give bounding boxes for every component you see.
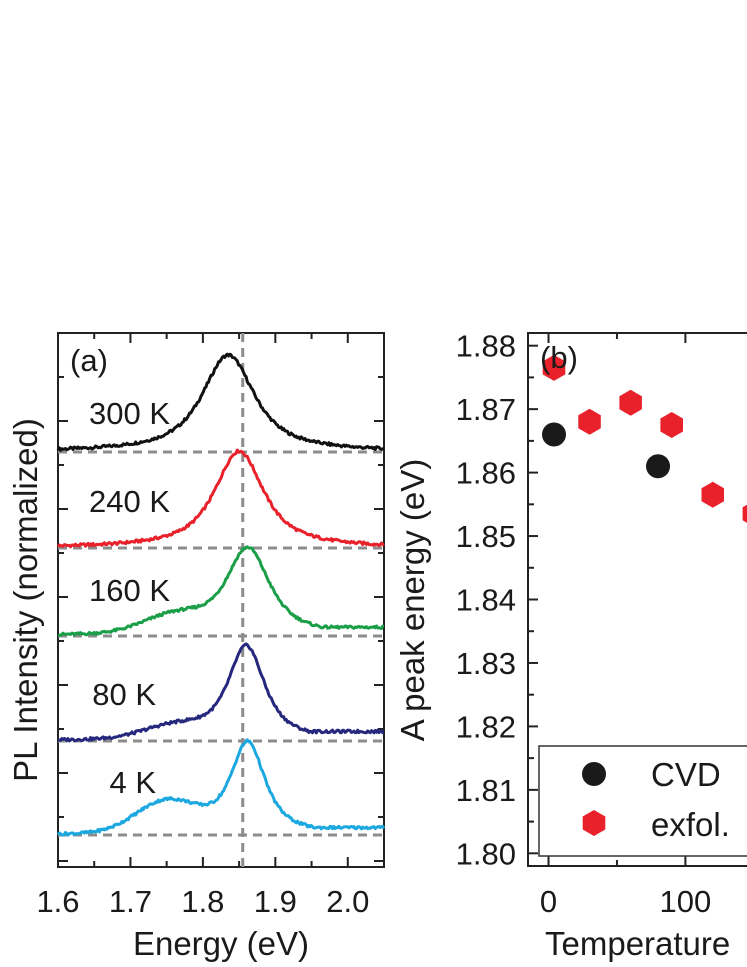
cvd-point [646,454,671,479]
spectrum-line [56,738,386,837]
exfol-point [578,408,601,435]
legend-cvd-label: CVD [651,756,721,793]
panel-a-x-tick-label: 1.8 [181,884,224,919]
panel-a-label: (a) [70,343,108,378]
panel-b-legend: CVD exfol. [538,745,747,857]
temperature-label: 300 K [89,396,170,431]
exfol-point [542,354,566,381]
panel-b-x-tick-label: 100 [660,884,712,919]
exfol-point [742,504,747,523]
panel-b-y-tick-label: 1.80 [456,836,516,871]
legend-cvd-marker [582,762,606,786]
panel-b-x-tick-labels: 010020 [540,884,712,919]
panel-a-ticks [57,333,385,867]
panel-b-y-tick-label: 1.84 [456,583,516,618]
panel-b-x-axis-label: Temperature [545,925,730,962]
panel-b-x-tick-label: 0 [540,884,557,919]
panel-a-x-tick-label: 1.7 [109,884,152,919]
panel-b: 1.80 1.81 1.82 1.83 1.84 1.85 1.86 1.87 1.88 0 10… [394,329,747,962]
panel-b-label: (b) [540,340,578,375]
panel-b-y-tick-label: 1.85 [456,519,516,554]
panel-a-frame [57,332,385,868]
panel-b-y-tick-label: 1.87 [456,392,516,427]
temperature-label: 160 K [89,573,170,608]
panel-b-ticks [528,333,687,866]
panel-a-x-axis-label: Energy (eV) [133,925,309,962]
panel-b-y-tick-label: 1.86 [456,456,516,491]
legend-exfol-marker [582,810,606,836]
panel-a-x-tick-label: 1.6 [36,884,79,919]
panel-a-x-tick-labels: 1.6 1.7 1.8 1.9 2.0 [36,884,369,919]
exfol-point [619,389,642,416]
panel-a: 300 K 240 K 160 K 80 K 4 K 1.6 1.7 1.8 1.9 2.0 (… [7,332,386,962]
exfol-point [701,481,724,508]
legend-box [538,745,747,857]
panel-a-curves [56,352,386,837]
legend-exfol-label: exfol. [651,806,730,843]
panel-a-temperature-labels: 300 K 240 K 160 K 80 K 4 K [89,396,170,800]
spectrum-line [57,545,385,638]
panel-a-y-axis-label: PL Intensity (normalized) [7,418,44,782]
panel-b-points [542,354,747,523]
spectrum-line [56,448,386,549]
panel-b-y-tick-labels: 1.80 1.81 1.82 1.83 1.84 1.85 1.86 1.87 1.88 [456,329,516,872]
spectrum-line [57,642,385,743]
panel-b-y-axis-label: A peak energy (eV) [394,459,431,742]
panel-b-y-tick-label: 1.81 [456,773,516,808]
temperature-label: 80 K [92,677,156,712]
panel-a-x-tick-label: 2.0 [326,884,369,919]
temperature-label: 240 K [89,484,170,519]
cvd-point [542,422,567,447]
panel-b-y-tick-label: 1.88 [456,329,516,364]
panel-a-x-tick-label: 1.9 [254,884,297,919]
panel-b-y-tick-label: 1.83 [456,646,516,681]
panel-a-baselines [58,450,384,837]
exfol-point [660,412,683,438]
spectrum-line [56,352,385,452]
temperature-label: 4 K [109,765,156,800]
panel-b-y-tick-label: 1.82 [456,709,516,744]
